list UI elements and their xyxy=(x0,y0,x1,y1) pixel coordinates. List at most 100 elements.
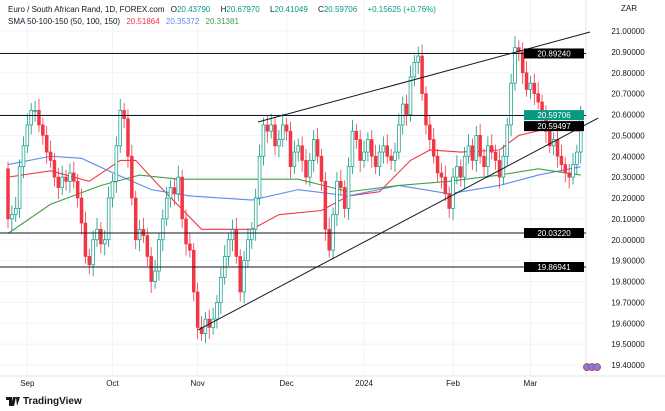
candle-up xyxy=(230,228,235,241)
candle-down xyxy=(6,168,10,220)
sma50-value: 20.51864 xyxy=(126,17,160,26)
candle-down xyxy=(373,155,378,168)
candle-up xyxy=(17,166,22,209)
currency-label: ZAR xyxy=(621,4,637,13)
candle-up xyxy=(157,239,161,272)
x-tick-label: Feb xyxy=(446,379,460,388)
sma-title[interactable]: SMA 50-100-150 (50, 100, 150) xyxy=(8,17,121,26)
tradingview-logo[interactable]: TradingView xyxy=(6,396,82,407)
candle-down xyxy=(192,249,196,293)
level-price-label: 19.86941 xyxy=(537,263,571,272)
candle-up xyxy=(400,103,405,126)
candle-up xyxy=(269,124,273,132)
x-tick-label: 2024 xyxy=(355,379,373,388)
y-tick-label: 20.50000 xyxy=(611,131,645,140)
candle-up xyxy=(246,239,250,261)
candle-down xyxy=(478,135,482,157)
symbol-title[interactable]: Euro / South African Rand, 1D, FOREX.com xyxy=(8,5,165,14)
candle-up xyxy=(10,214,14,220)
candle-up xyxy=(211,318,215,328)
chart-legend: Euro / South African Rand, 1D, FOREX.com… xyxy=(8,4,440,28)
candle-down xyxy=(517,47,521,53)
brand-name: TradingView xyxy=(23,396,82,407)
tradingview-icon xyxy=(6,397,20,406)
candle-down xyxy=(56,176,61,188)
candle-down xyxy=(130,155,134,199)
low-value: 20.41049 xyxy=(274,5,308,14)
candle-up xyxy=(137,228,142,241)
candle-down xyxy=(64,176,68,182)
candle-up xyxy=(451,176,455,209)
y-tick-label: 20.60000 xyxy=(611,111,645,120)
candle-down xyxy=(443,176,448,195)
candle-down xyxy=(548,130,552,147)
candle-down xyxy=(493,151,498,161)
close-value: 20.59706 xyxy=(323,5,358,14)
candle-down xyxy=(370,139,374,157)
y-tick-label: 19.90000 xyxy=(611,257,645,266)
candle-down xyxy=(133,197,138,241)
candle-down xyxy=(149,256,153,282)
candle-up xyxy=(250,228,254,241)
candle-down xyxy=(555,139,560,157)
candle-down xyxy=(44,135,49,153)
candle-up xyxy=(308,160,312,178)
x-tick-label: Mar xyxy=(524,379,538,388)
candle-down xyxy=(428,124,432,140)
candle-down xyxy=(459,166,463,178)
candle-up xyxy=(466,145,471,157)
candle-down xyxy=(470,145,475,161)
candle-down xyxy=(431,139,436,157)
candle-down xyxy=(559,155,564,165)
candle-up xyxy=(296,145,301,153)
candle-up xyxy=(29,109,33,126)
level-price-label: 20.89240 xyxy=(537,49,571,58)
candle-up xyxy=(397,124,401,153)
candle-up xyxy=(281,124,285,140)
candle-up xyxy=(106,197,111,241)
candle-up xyxy=(91,239,95,266)
candle-up xyxy=(366,139,370,153)
ohlc-row: Euro / South African Rand, 1D, FOREX.com… xyxy=(8,4,440,16)
level-price-label: 20.03220 xyxy=(537,229,571,238)
candle-down xyxy=(524,72,529,90)
y-tick-label: 20.00000 xyxy=(611,236,645,245)
level-price-label-bg xyxy=(524,262,584,273)
candle-down xyxy=(323,180,328,230)
candle-down xyxy=(567,172,571,178)
candle-up xyxy=(257,155,262,199)
candle-up xyxy=(331,214,335,251)
candle-down xyxy=(184,218,188,245)
candle-down xyxy=(424,93,428,126)
candle-up xyxy=(13,208,18,216)
x-tick-label: Oct xyxy=(106,379,119,388)
candle-down xyxy=(99,228,103,245)
candle-up xyxy=(501,155,506,178)
last-price-label: 20.59706 xyxy=(537,111,571,120)
candle-up xyxy=(455,166,459,178)
candle-down xyxy=(315,139,320,157)
candle-down xyxy=(75,180,80,199)
candle-down xyxy=(358,139,362,161)
candle-down xyxy=(327,228,331,251)
candle-up xyxy=(242,260,246,293)
candle-down xyxy=(435,155,440,174)
candle-down xyxy=(284,124,289,132)
trendline xyxy=(257,31,591,123)
open-label: O xyxy=(170,5,177,14)
candle-down xyxy=(145,235,150,257)
candle-up xyxy=(362,151,366,161)
candle-up xyxy=(68,172,72,182)
y-tick-label: 20.70000 xyxy=(611,90,645,99)
candle-down xyxy=(48,151,53,161)
candle-up xyxy=(393,151,397,161)
y-tick-label: 19.40000 xyxy=(611,361,645,370)
x-tick-label: Dec xyxy=(280,379,294,388)
candle-up xyxy=(335,180,339,216)
candle-up xyxy=(215,302,219,320)
candle-down xyxy=(339,180,343,188)
candle-up xyxy=(33,109,37,112)
candle-up xyxy=(408,76,413,115)
event-icon xyxy=(593,363,601,372)
